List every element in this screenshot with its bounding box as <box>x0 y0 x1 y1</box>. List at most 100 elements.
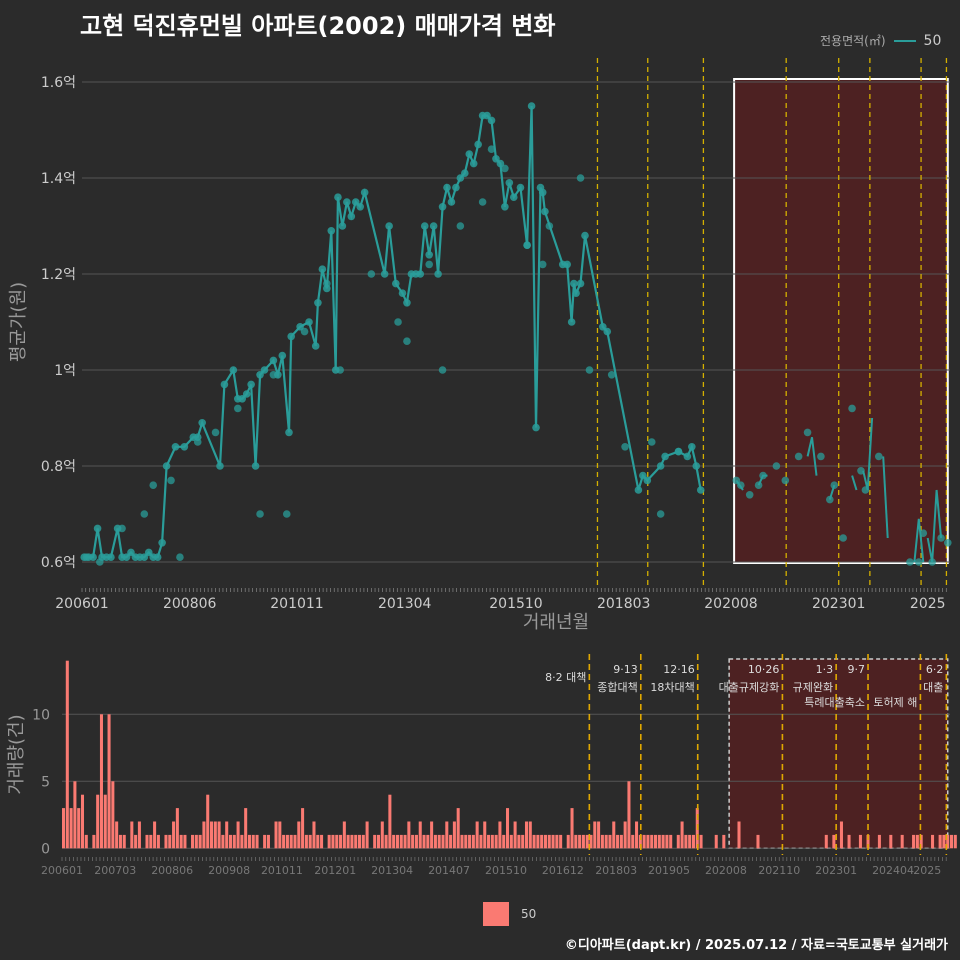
volume-bar <box>62 808 66 849</box>
legend-line-swatch <box>893 39 916 42</box>
line-point <box>603 327 612 336</box>
legend-bar-swatch <box>483 902 509 926</box>
scatter-point <box>607 371 616 379</box>
scatter-point <box>794 452 803 461</box>
line-point <box>523 241 531 249</box>
volume-bar <box>623 821 627 849</box>
y-tick-label: 0.8억 <box>41 459 76 475</box>
x-tick-label-bottom: 201011 <box>261 864 303 877</box>
volume-bar <box>737 821 741 849</box>
line-point <box>360 188 369 197</box>
volume-bar <box>183 834 187 849</box>
volume-bar <box>938 834 942 849</box>
scatter-point <box>300 327 309 336</box>
scatter-point <box>621 443 629 451</box>
volume-bar <box>433 834 437 849</box>
volume-bar <box>597 821 601 849</box>
policy-name-label: 종합대책 <box>597 681 637 694</box>
volume-bar <box>289 834 293 849</box>
scatter-point <box>456 222 465 230</box>
volume-bar <box>509 834 513 849</box>
x-tick-label-bottom: 2025 <box>913 864 941 877</box>
line-point <box>171 443 180 451</box>
line-point <box>501 203 509 211</box>
volume-bar <box>312 821 316 849</box>
scatter-point <box>745 491 754 499</box>
volume-bar <box>490 834 494 849</box>
volume-bar <box>616 834 620 849</box>
y-tick-label: 1.6억 <box>41 75 76 91</box>
volume-bar <box>304 834 308 849</box>
policy-date-label: 6·2 <box>926 663 944 676</box>
y-tick-label-bottom: 5 <box>41 774 50 790</box>
volume-bar <box>411 834 415 849</box>
line-point <box>496 159 505 168</box>
volume-bar <box>449 834 453 849</box>
volume-bar <box>877 834 881 849</box>
line-point <box>563 260 571 269</box>
volume-bar <box>847 834 851 849</box>
volume-bar <box>122 834 126 849</box>
volume-bar <box>179 834 183 849</box>
volume-bar <box>266 834 270 849</box>
volume-bar <box>691 834 695 849</box>
line-point <box>570 279 578 288</box>
scatter-point <box>906 558 914 566</box>
volume-bar <box>866 834 870 849</box>
x-tick-label-bottom: 201201 <box>314 864 356 877</box>
line-point <box>311 342 320 350</box>
scatter-point <box>915 558 923 566</box>
x-tick-label-bottom: 201407 <box>428 864 470 877</box>
line-point <box>327 227 336 235</box>
line-point <box>567 318 576 326</box>
volume-bar <box>950 834 954 849</box>
line-point <box>343 198 351 206</box>
volume-bar <box>107 714 111 849</box>
y-tick-label: 1.4억 <box>41 171 76 187</box>
volume-bar <box>953 834 957 849</box>
tail-line <box>851 475 858 491</box>
policy-date-label: 9·13 <box>613 663 638 676</box>
volume-bar <box>680 821 684 849</box>
line-point <box>527 102 536 110</box>
scatter-point <box>943 539 952 547</box>
x-tick-label-bottom: 202301 <box>815 864 857 877</box>
volume-bar <box>282 834 286 849</box>
policy-name-label: 8·2 대책 <box>545 671 586 684</box>
volume-bar <box>942 834 946 849</box>
policy-name-label: 대출 <box>923 681 943 694</box>
volume-bar <box>156 834 160 849</box>
volume-bar <box>661 834 665 849</box>
volume-bar <box>900 834 904 849</box>
line-point <box>572 289 580 298</box>
x-tick-label-bottom: 201304 <box>371 864 413 877</box>
volume-bar <box>460 834 464 849</box>
scatter-point <box>754 481 763 490</box>
volume-bar <box>688 834 692 849</box>
volume-bar <box>308 834 312 849</box>
volume-bar <box>513 821 517 849</box>
volume-bar <box>437 834 441 849</box>
volume-bar <box>373 834 377 849</box>
volume-bar <box>191 834 195 849</box>
volume-bar <box>115 821 119 849</box>
scatter-point <box>256 510 264 518</box>
volume-bar <box>839 821 843 849</box>
volume-bar <box>452 821 456 849</box>
x-tick-label-bottom: 201510 <box>485 864 527 877</box>
line-point <box>260 366 269 374</box>
y-axis-title: 평균가(원) <box>8 282 29 362</box>
x-tick-label: 202301 <box>812 596 865 612</box>
volume-bar <box>111 781 115 849</box>
y-tick-label-bottom: 0 <box>41 841 50 857</box>
volume-bar <box>524 821 529 849</box>
volume-bar <box>217 821 221 849</box>
volume-bar <box>285 834 289 849</box>
line-point <box>305 318 313 326</box>
scatter-point <box>874 452 883 461</box>
x-axis-title: 거래년월 <box>523 612 589 633</box>
scatter-point <box>425 260 434 269</box>
volume-bar <box>69 808 73 849</box>
tail-line <box>926 489 943 563</box>
